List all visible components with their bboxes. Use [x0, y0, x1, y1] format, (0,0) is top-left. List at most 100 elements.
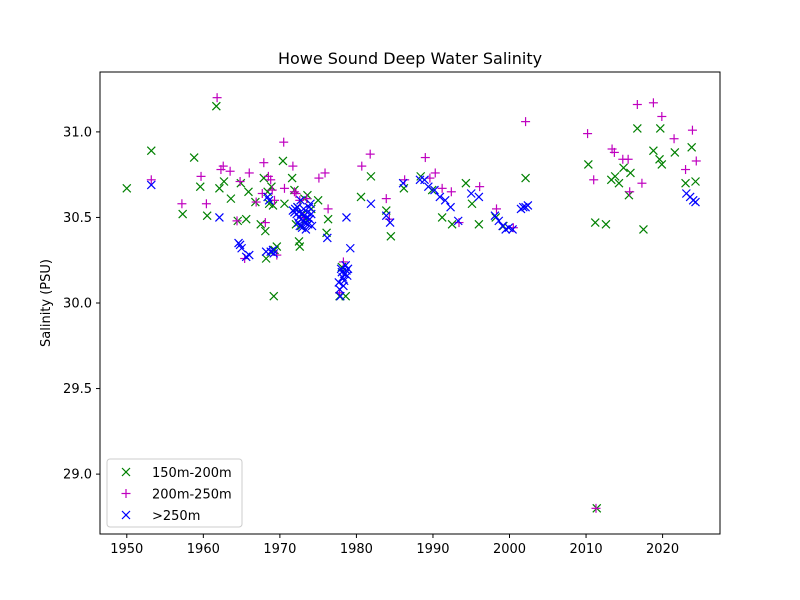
data-point: [601, 219, 611, 229]
data-point: [259, 158, 269, 168]
x-tick-label: 2000: [493, 542, 526, 557]
x-tick-label: 2010: [570, 542, 603, 557]
data-point: [430, 185, 439, 195]
y-tick-label: 29.0: [63, 468, 92, 483]
data-point: [268, 245, 278, 255]
data-point: [648, 98, 658, 108]
data-point: [322, 233, 332, 243]
data-point: [639, 224, 648, 234]
data-point: [178, 209, 188, 219]
data-point: [420, 175, 429, 185]
data-point: [518, 202, 528, 212]
data-point: [446, 187, 456, 197]
data-point: [301, 224, 311, 234]
data-point: [637, 178, 647, 188]
data-point: [625, 187, 635, 197]
data-point: [453, 216, 463, 226]
data-point: [437, 183, 447, 193]
data-point: [521, 173, 531, 183]
x-tick-label: 1960: [187, 542, 220, 557]
data-point: [657, 159, 667, 169]
data-point: [691, 177, 700, 186]
data-point: [279, 137, 289, 147]
data-point: [589, 175, 599, 185]
data-point: [313, 195, 323, 205]
legend-marker: [121, 489, 131, 498]
data-point: [610, 171, 620, 181]
x-tick-label: 1970: [263, 542, 296, 557]
data-point: [365, 149, 375, 159]
data-point: [202, 211, 212, 221]
data-point: [420, 153, 430, 163]
data-point: [446, 202, 455, 212]
data-point: [260, 226, 270, 236]
data-point: [398, 178, 408, 188]
data-point: [214, 213, 224, 222]
legend-label: 200m-250m: [152, 488, 232, 503]
data-point: [320, 168, 330, 178]
x-tick-label: 1990: [416, 542, 449, 557]
data-point: [591, 503, 601, 513]
data-point: [385, 218, 395, 228]
data-point: [632, 124, 642, 133]
data-point: [687, 125, 697, 135]
data-point: [345, 243, 355, 253]
data-point: [687, 142, 697, 152]
data-point: [648, 146, 658, 156]
data-point: [244, 187, 253, 197]
data-point: [583, 159, 593, 169]
data-point: [291, 188, 301, 198]
data-point: [474, 219, 484, 229]
data-point: [655, 154, 664, 164]
data-point: [122, 183, 132, 193]
data-point: [261, 254, 271, 263]
plot-area: [122, 93, 701, 513]
series-250m: [146, 175, 700, 301]
data-point: [670, 147, 680, 157]
legend-marker: [121, 467, 131, 477]
data-point: [288, 161, 298, 171]
x-axis: 1950 1960 1970 1980 1990 2000 2010 2020: [110, 534, 679, 557]
legend-marker: [121, 510, 131, 520]
data-point: [268, 201, 278, 210]
data-point: [338, 257, 348, 267]
data-point: [335, 291, 345, 301]
data-point: [211, 101, 221, 111]
data-point: [437, 213, 447, 222]
data-point: [381, 194, 391, 204]
data-point: [293, 202, 302, 212]
data-point: [269, 248, 279, 258]
data-point: [423, 182, 433, 192]
data-point: [280, 199, 289, 209]
y-tick-label: 31.0: [63, 125, 92, 140]
y-tick-label: 30.0: [63, 297, 92, 312]
y-tick-label: 30.5: [63, 211, 92, 226]
data-point: [609, 147, 619, 157]
data-point: [237, 243, 247, 253]
data-point: [323, 214, 333, 224]
data-point: [244, 250, 254, 260]
y-axis-label: Salinity (PSU): [39, 259, 54, 347]
x-tick-label: 1950: [110, 542, 143, 557]
data-point: [356, 192, 366, 202]
data-point: [440, 195, 450, 205]
data-point: [212, 93, 222, 103]
x-tick-label: 1980: [340, 542, 373, 557]
data-point: [430, 168, 440, 178]
data-point: [343, 264, 353, 274]
data-point: [201, 199, 211, 209]
data-point: [287, 173, 297, 183]
data-point: [590, 218, 600, 228]
data-point: [244, 168, 254, 178]
data-point: [196, 171, 206, 181]
data-point: [669, 134, 679, 144]
data-point: [314, 173, 324, 183]
data-point: [366, 199, 376, 209]
legend-label: >250m: [152, 509, 200, 524]
data-point: [474, 192, 484, 202]
data-point: [195, 182, 205, 192]
data-point: [232, 216, 242, 226]
data-point: [279, 183, 289, 193]
legend: 150m-200m 200m-250m >250m: [106, 458, 243, 528]
